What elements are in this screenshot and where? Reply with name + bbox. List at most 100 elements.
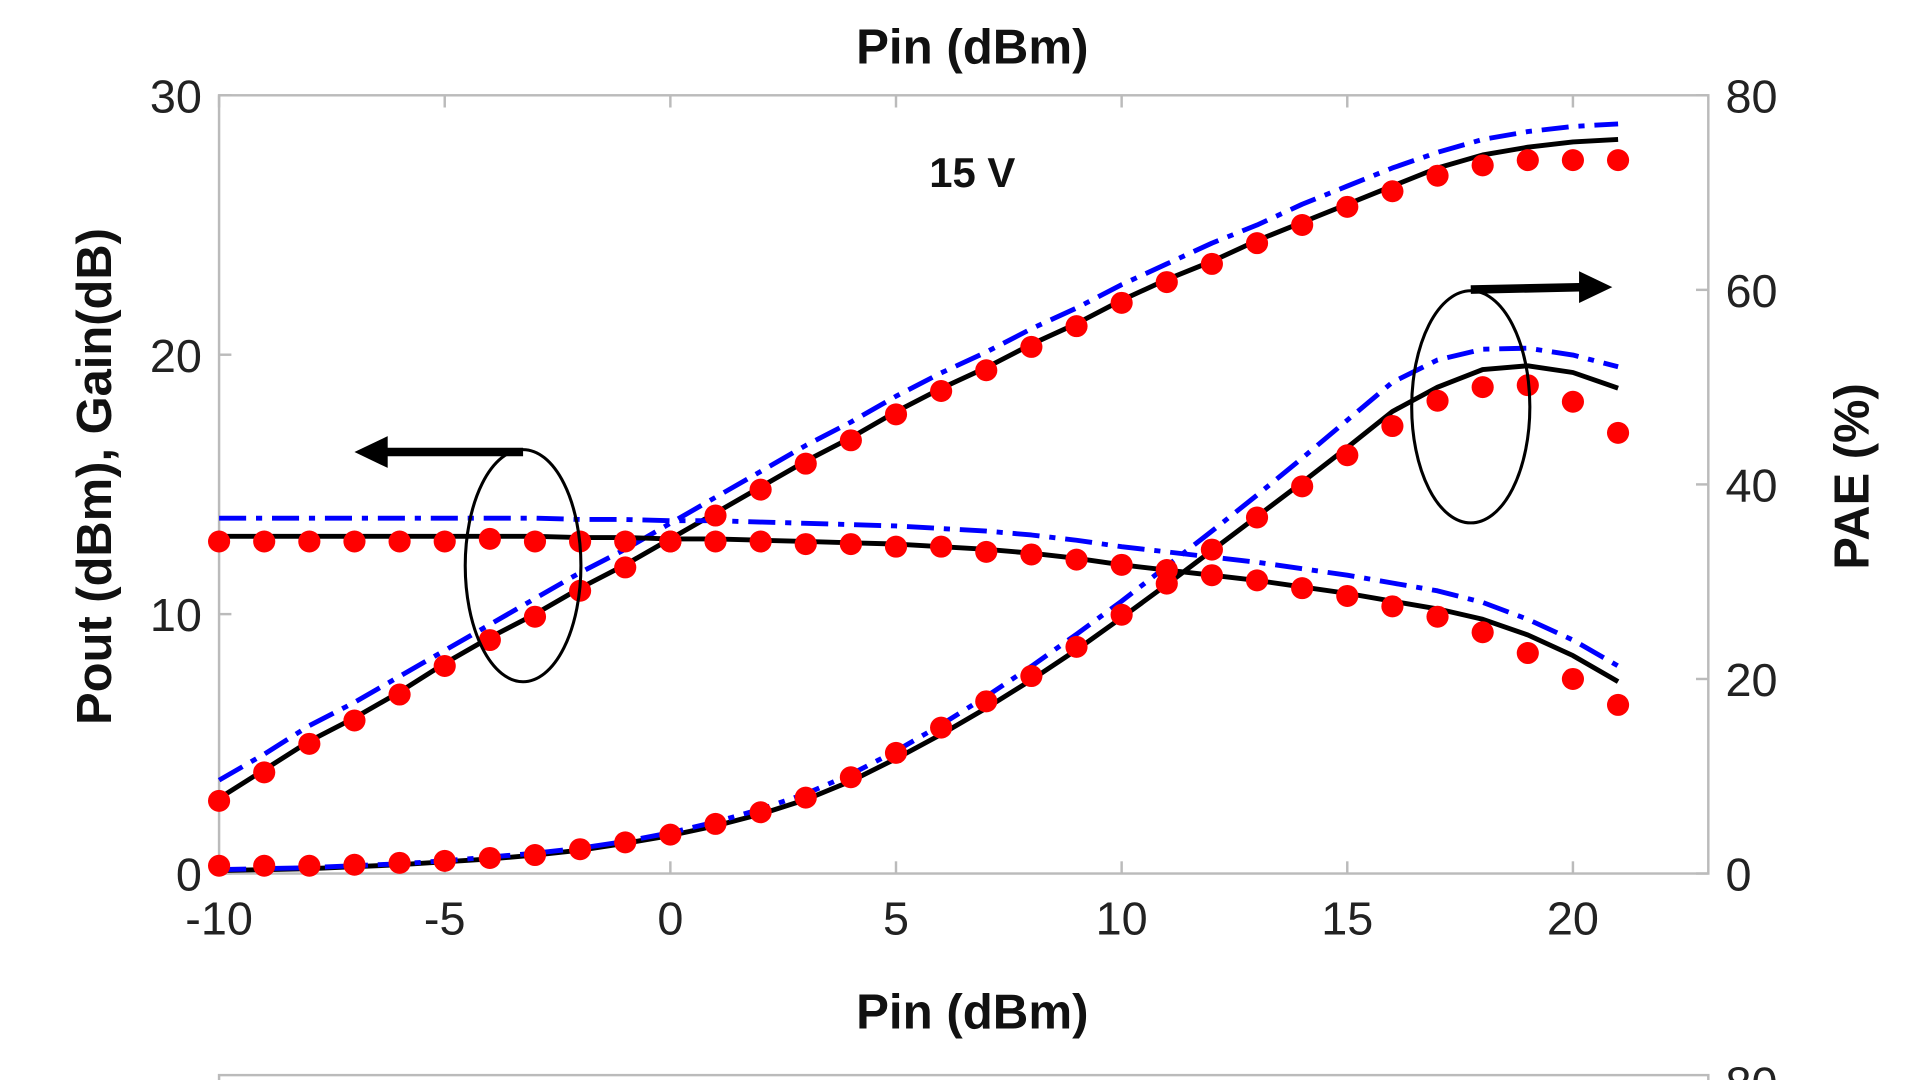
gain-dots-point (1381, 595, 1404, 618)
pout-dots-point (343, 709, 366, 732)
gain-dots-point (523, 530, 547, 553)
pout-dots-point (614, 556, 637, 579)
pout-dots-point (1336, 195, 1359, 218)
pae-dots-point (523, 844, 547, 867)
pae-dots-point (839, 766, 862, 789)
left-group-ellipse (463, 448, 583, 684)
gain-dots-point (343, 530, 366, 553)
pout-dots-point (1471, 154, 1494, 177)
pae-dots-point (659, 823, 682, 846)
pout-dots-point (884, 403, 908, 426)
gain-dots-point (478, 527, 501, 550)
y-right-tick-label: 0 (1726, 849, 1752, 901)
x-tick-label: -10 (185, 893, 253, 945)
pout-dots-point (839, 429, 862, 452)
x-tick-label: 10 (1096, 893, 1148, 945)
pae-dots-point (1471, 376, 1494, 399)
gain-dots-point (794, 533, 817, 556)
y-axis-left-label: Pout (dBm), Gain(dB) (68, 228, 122, 725)
voltage-annotation: 15 V (929, 149, 1015, 196)
pout-dots-point (388, 683, 411, 706)
pae-dots-point (1291, 475, 1314, 498)
gain-dots-point (253, 530, 276, 553)
gain-dots-point (749, 530, 772, 553)
gain-dots-point (704, 530, 727, 553)
pout-dots-point (749, 478, 772, 501)
series-marks (208, 121, 1630, 877)
gain-dots-point (1291, 577, 1314, 600)
pae-dots-point (343, 853, 366, 876)
y-axis-right-label: PAE (%) (1825, 383, 1879, 569)
gain-dots-point (1065, 548, 1088, 571)
y-left-tick-label: 0 (176, 849, 202, 901)
right-arrow-icon (1470, 282, 1586, 294)
pae-dots-point (1336, 444, 1359, 467)
pout-dots-point (433, 655, 456, 677)
y-right-tick-label: 60 (1726, 265, 1778, 317)
gain-dots-point (839, 533, 862, 556)
gain-solid-line (219, 533, 1620, 684)
pae-dots-point (433, 849, 456, 872)
gain-dots-point (208, 530, 231, 553)
next-panel-tick: 80 (1726, 1058, 1778, 1080)
pout-solid-line (217, 136, 1619, 801)
pout-dots-point (1516, 149, 1539, 172)
right-arrowhead (1579, 271, 1613, 303)
pae-dots-point (1065, 635, 1088, 658)
gain-dots-point (1561, 667, 1584, 690)
y-right-tick-label: 80 (1726, 71, 1778, 123)
pae-dots-point (884, 741, 908, 764)
pae-dots-point (388, 851, 411, 874)
pout-dots-point (208, 789, 231, 812)
pae-dots-point (1200, 538, 1223, 561)
pae-dots-point (253, 854, 276, 877)
plot-frame (217, 94, 1710, 875)
pae-dots-point (298, 854, 321, 877)
pae-dots-point (1155, 572, 1178, 595)
top-axis-label: Pin (dBm) (856, 21, 1088, 75)
gain-dots-point (1471, 621, 1494, 644)
y-left-tick-label: 20 (150, 330, 202, 382)
pout-dots-point (704, 504, 727, 527)
pae-dots-point (614, 831, 637, 854)
pae-dots-point (794, 786, 817, 809)
pout-dots-point (975, 359, 998, 382)
gain-dots-point (1245, 569, 1269, 592)
pout-dots-point (523, 605, 547, 628)
pout-dots-point (1200, 252, 1223, 275)
pout-dots-point (298, 732, 321, 755)
pout-dots-point (253, 761, 276, 784)
gain-dots-point (614, 530, 637, 553)
gain-dots-point (930, 535, 953, 558)
gain-dots-point (433, 530, 456, 553)
pae-dots-point (1381, 415, 1404, 438)
y-left-tick-label: 30 (150, 71, 202, 123)
x-tick-label: 5 (883, 893, 909, 945)
gain-dots-point (884, 535, 908, 558)
y-right-tick-label: 40 (1726, 460, 1778, 512)
pout-dashdot-line (217, 121, 1619, 783)
x-tick-label: -5 (424, 893, 466, 945)
axes: -10 -5 0 5 10 15 20 0 10 20 30 0 20 40 60 80 (150, 71, 1778, 945)
pae-dots-point (930, 716, 953, 739)
y-right-tick-label: 20 (1726, 654, 1778, 706)
x-tick-label: 15 (1321, 893, 1373, 945)
gain-dots-point (1516, 642, 1539, 665)
pout-dots-point (1065, 315, 1088, 338)
right-group-ellipse (1410, 289, 1532, 525)
pout-dots-point (1561, 149, 1584, 172)
gain-dots-point (1020, 543, 1043, 566)
pae-dots-point (1426, 389, 1449, 412)
x-tick-label: 0 (657, 893, 683, 945)
pout-dots-point (930, 380, 953, 403)
pae-dots-point (749, 801, 772, 824)
gain-dots-point (975, 540, 998, 563)
pae-dots-point (1561, 390, 1584, 413)
pout-dots-point (794, 452, 817, 475)
pae-dots-point (704, 812, 727, 835)
next-panel-frame (217, 1073, 1710, 1080)
pae-dots-point (1020, 665, 1043, 688)
pout-dots-point (478, 629, 501, 652)
gain-dots-point (298, 530, 321, 553)
